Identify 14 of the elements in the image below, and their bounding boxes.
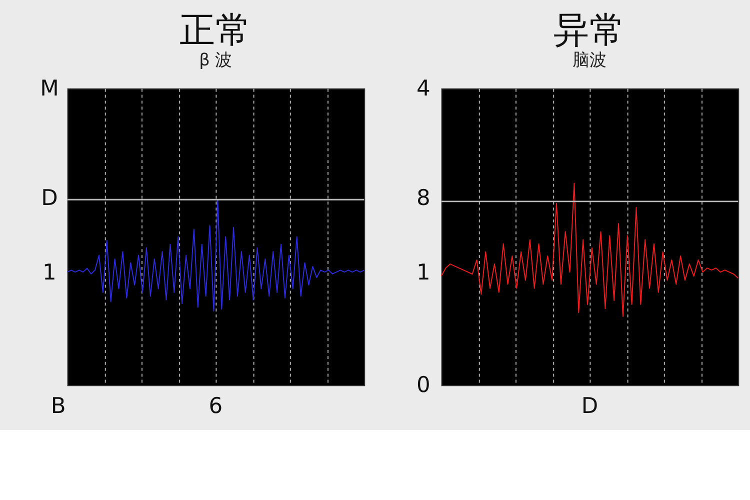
- text: 1: [42, 260, 56, 286]
- chart-title: 正常: [180, 10, 252, 51]
- text: M: [40, 76, 59, 102]
- chart-subtitle: β 波: [199, 50, 232, 70]
- text: 6: [208, 394, 223, 419]
- text: 0: [416, 373, 430, 398]
- chart-subtitle: 脑波: [572, 50, 607, 70]
- text: B: [50, 394, 66, 419]
- chart-title: 异常: [554, 10, 626, 51]
- text: D: [41, 186, 58, 212]
- text: 8: [416, 186, 430, 212]
- text: 4: [416, 76, 430, 102]
- text: 1: [416, 260, 430, 286]
- text: D: [581, 394, 598, 419]
